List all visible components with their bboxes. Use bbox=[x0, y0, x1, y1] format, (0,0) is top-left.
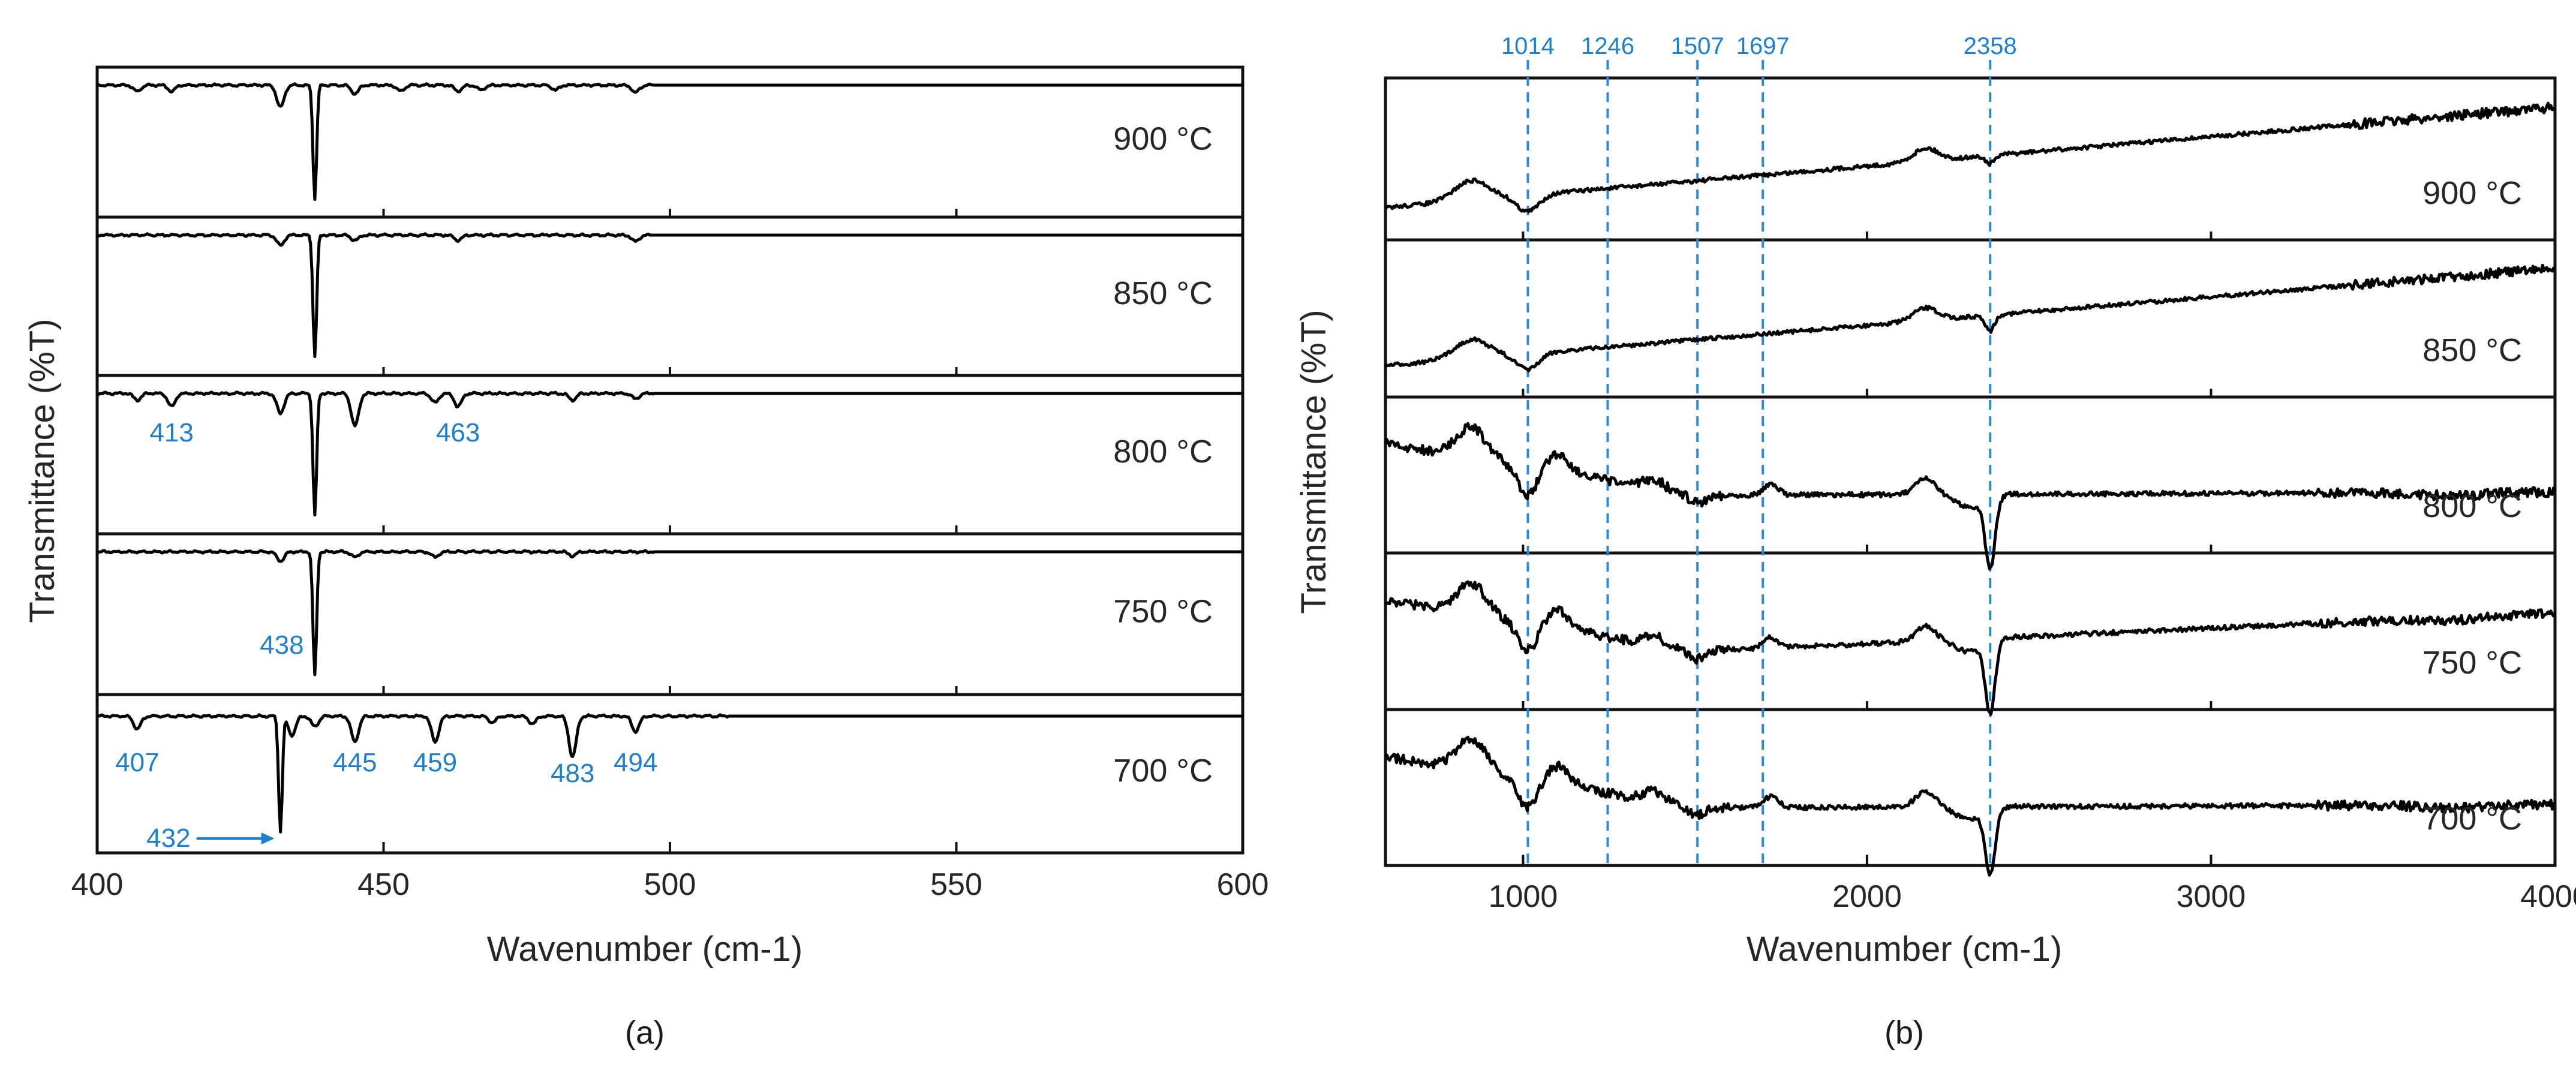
chart-b-marker-label-1697: 1697 bbox=[1736, 33, 1790, 59]
chart-a-annotation-407: 407 bbox=[115, 748, 159, 777]
chart-b: 1000 2000 3000 4000 900 °C 850 °C 800 °C 750 °… bbox=[1294, 33, 2576, 1051]
chart-a-temp-label-900-c: 900 °C bbox=[1113, 121, 1213, 157]
chart-a-x-tick-label: 600 bbox=[1217, 867, 1269, 902]
chart-a-series-850-c bbox=[96, 232, 1243, 358]
chart-b-temp-label-850-c: 850 °C bbox=[2422, 332, 2522, 368]
chart-b-series-700-c bbox=[1384, 735, 2556, 877]
chart-b-x-tick-label: 3000 bbox=[2177, 879, 2246, 914]
chart-b-wavenumber-annotations: 1014 1246 1507 1697 2358 bbox=[1501, 33, 2017, 59]
chart-b-temp-label-700-c: 700 °C bbox=[2422, 801, 2522, 837]
chart-a-temp-label-850-c: 850 °C bbox=[1113, 275, 1213, 311]
chart-a: 400 450 500 550 600 900 °C 850 °C 800 °C 750 °C… bbox=[23, 65, 1269, 1051]
chart-b-temp-label-800-c: 800 °C bbox=[2422, 488, 2522, 524]
chart-a-series-800-c bbox=[97, 390, 1243, 517]
chart-b-x-tick-label: 1000 bbox=[1489, 879, 1558, 914]
chart-b-series-850-c bbox=[1384, 263, 2556, 372]
chart-b-x-axis-title: Wavenumber (cm-1) bbox=[1747, 930, 2062, 969]
chart-a-temp-label-700-c: 700 °C bbox=[1113, 753, 1213, 789]
chart-b-traces bbox=[1384, 101, 2557, 877]
chart-b-marker-label-1246: 1246 bbox=[1581, 33, 1634, 59]
chart-b-temperature-labels: 900 °C 850 °C 800 °C 750 °C 700 °C bbox=[2422, 175, 2522, 837]
chart-a-caption: (a) bbox=[625, 1015, 665, 1051]
chart-a-x-tick-label: 450 bbox=[357, 867, 410, 902]
chart-a-temp-label-750-c: 750 °C bbox=[1113, 593, 1213, 629]
chart-b-temp-label-900-c: 900 °C bbox=[2422, 175, 2522, 211]
chart-a-series-750-c bbox=[97, 549, 1243, 677]
chart-a-peak-annotations: 413 463 438 407 445 459 483 494 432 bbox=[115, 418, 657, 853]
chart-b-x-ticks: 1000 2000 3000 4000 bbox=[1489, 855, 2576, 914]
chart-a-traces bbox=[96, 82, 1243, 834]
chart-a-y-axis-title: Transmittance (%T) bbox=[23, 318, 62, 623]
chart-a-annotation-463: 463 bbox=[436, 418, 480, 447]
chart-a-x-ticks: 400 450 500 550 600 bbox=[71, 842, 1269, 902]
chart-a-annotation-432: 432 bbox=[146, 823, 190, 853]
chart-b-x-tick-label: 2000 bbox=[1832, 879, 1902, 914]
chart-b-panel-frame-700-c bbox=[1384, 708, 2557, 867]
chart-a-annotation-445: 445 bbox=[333, 748, 377, 777]
chart-a-x-tick-label: 500 bbox=[644, 867, 696, 902]
chart-b-series-900-c bbox=[1385, 101, 2556, 214]
chart-b-marker-label-1014: 1014 bbox=[1501, 33, 1555, 59]
chart-a-temp-label-800-c: 800 °C bbox=[1113, 434, 1213, 470]
chart-a-series-900-c bbox=[96, 82, 1243, 201]
chart-a-x-axis-title: Wavenumber (cm-1) bbox=[487, 930, 802, 969]
chart-b-marker-label-2358: 2358 bbox=[1964, 33, 2017, 59]
chart-a-annotation-483: 483 bbox=[551, 759, 594, 788]
chart-a-annotation-459: 459 bbox=[413, 748, 457, 777]
chart-a-temperature-labels: 900 °C 850 °C 800 °C 750 °C 700 °C bbox=[1113, 121, 1213, 789]
chart-a-x-tick-label: 550 bbox=[930, 867, 982, 902]
chart-a-annotation-438: 438 bbox=[260, 630, 303, 660]
chart-b-y-axis-title: Transmittance (%T) bbox=[1294, 309, 1333, 614]
chart-b-frames bbox=[1384, 76, 2557, 867]
chart-a-annotation-494: 494 bbox=[614, 748, 657, 777]
chart-b-x-tick-label: 4000 bbox=[2520, 879, 2576, 914]
chart-a-series-700-c bbox=[97, 713, 1243, 834]
chart-b-caption: (b) bbox=[1884, 1015, 1924, 1051]
chart-a-x-tick-label: 400 bbox=[71, 867, 124, 902]
chart-b-marker-lines bbox=[1526, 60, 1992, 865]
chart-a-arrow-head bbox=[261, 832, 275, 844]
chart-b-marker-label-1507: 1507 bbox=[1671, 33, 1724, 59]
chart-b-series-800-c bbox=[1384, 422, 2557, 570]
chart-b-series-750-c bbox=[1384, 580, 2557, 716]
chart-a-annotation-413: 413 bbox=[149, 418, 193, 447]
chart-b-temp-label-750-c: 750 °C bbox=[2422, 645, 2522, 681]
